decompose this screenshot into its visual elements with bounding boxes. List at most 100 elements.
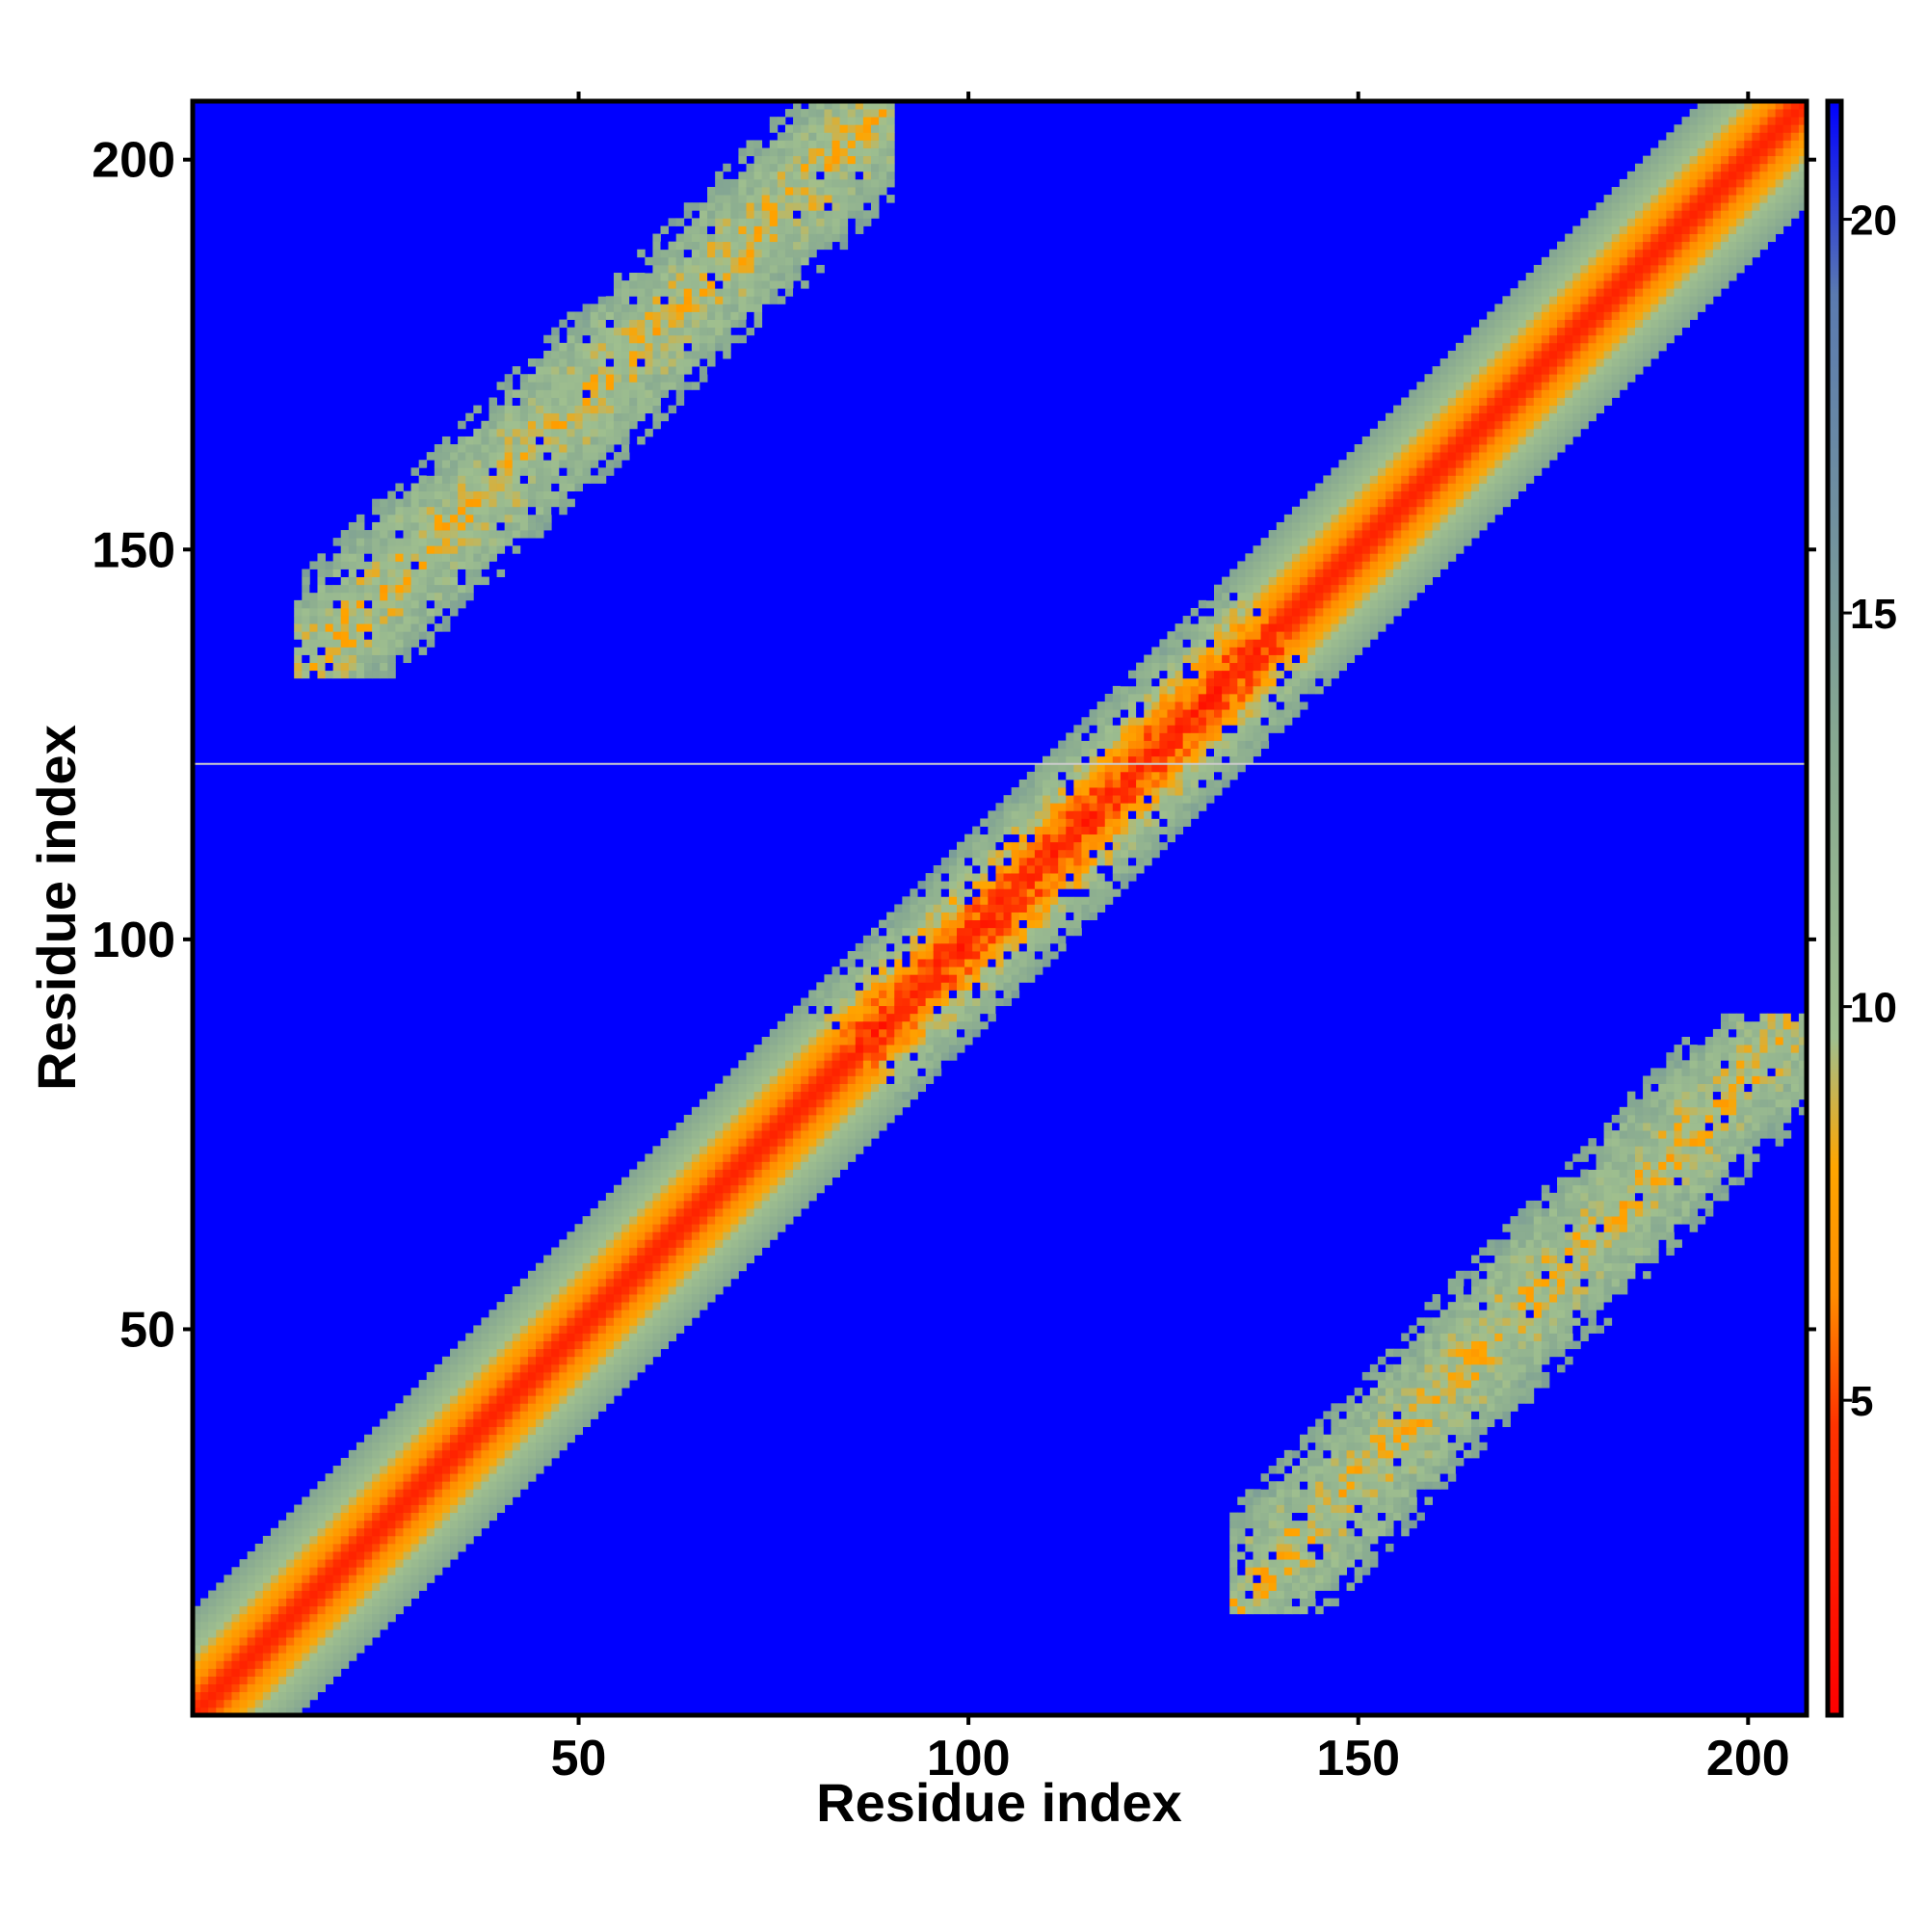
heatmap-cell [707, 1177, 716, 1186]
heatmap-cell [855, 132, 864, 141]
heatmap-cell [286, 1707, 295, 1715]
heatmap-cell [348, 1481, 357, 1490]
heatmap-cell [488, 475, 497, 484]
heatmap-cell [356, 1504, 365, 1514]
heatmap-cell [925, 1013, 935, 1022]
heatmap-cell [621, 428, 630, 437]
heatmap-cell [753, 1177, 763, 1186]
heatmap-cell [925, 990, 935, 998]
heatmap-cell [925, 1052, 935, 1061]
heatmap-cell [325, 654, 334, 664]
heatmap-cell [488, 1403, 497, 1412]
heatmap-cell [753, 1114, 763, 1124]
heatmap-cell [715, 1153, 724, 1162]
heatmap-cell [753, 241, 763, 251]
heatmap-cell [723, 327, 731, 336]
heatmap-cell [660, 1255, 669, 1264]
heatmap-cell [1175, 717, 1184, 726]
heatmap-cell [621, 1294, 630, 1303]
heatmap-cell [730, 1153, 739, 1162]
heatmap-cell [348, 607, 357, 617]
heatmap-cell [605, 327, 615, 336]
heatmap-cell [364, 1598, 373, 1607]
heatmap-cell [582, 382, 592, 390]
heatmap-cell [340, 1496, 350, 1505]
heatmap-cell [793, 1020, 802, 1030]
heatmap-cell [683, 1255, 693, 1264]
heatmap-cell [317, 623, 326, 632]
heatmap-cell [597, 444, 607, 453]
heatmap-cell [894, 919, 903, 929]
heatmap-cell [262, 1660, 272, 1669]
heatmap-cell [933, 1060, 942, 1069]
heatmap-cell [434, 1504, 443, 1514]
heatmap-cell [746, 1239, 755, 1248]
heatmap-cell [621, 358, 630, 367]
heatmap-cell [621, 342, 630, 352]
heatmap-cell [1175, 654, 1184, 664]
heatmap-cell [519, 1310, 529, 1318]
heatmap-cell [715, 187, 724, 196]
heatmap-cell [364, 607, 373, 617]
heatmap-cell [637, 1169, 646, 1178]
heatmap-cell [839, 1153, 849, 1162]
heatmap-cell [761, 1146, 771, 1154]
heatmap-cell [715, 1192, 724, 1202]
heatmap-cell [816, 163, 825, 172]
heatmap-cell [1043, 935, 1051, 944]
heatmap-cell [683, 1317, 693, 1326]
heatmap-cell [784, 1192, 794, 1202]
heatmap-cell [832, 990, 841, 998]
heatmap-cell [1066, 803, 1074, 811]
heatmap-cell [862, 1083, 872, 1093]
heatmap-cell [769, 1068, 779, 1076]
heatmap-cell [403, 1466, 411, 1474]
heatmap-cell [504, 452, 514, 461]
heatmap-cell [519, 1426, 529, 1436]
heatmap-cell [434, 483, 443, 491]
heatmap-cell [496, 1442, 506, 1451]
heatmap-cell [559, 1302, 568, 1310]
heatmap-cell [660, 382, 669, 390]
heatmap-cell [1058, 826, 1067, 835]
heatmap-cell [559, 1395, 568, 1404]
heatmap-cell [855, 147, 864, 157]
heatmap-cell [1136, 670, 1145, 679]
heatmap-cell [613, 436, 622, 445]
heatmap-cell [824, 218, 832, 226]
heatmap-cell [1034, 849, 1043, 859]
heatmap-cell [340, 569, 350, 577]
heatmap-cell [418, 1434, 428, 1443]
heatmap-cell [902, 904, 911, 913]
heatmap-cell [458, 1411, 466, 1419]
heatmap-cell [723, 249, 731, 258]
heatmap-cell [395, 1551, 404, 1560]
heatmap-cell [862, 1013, 872, 1022]
heatmap-cell [574, 1310, 583, 1318]
heatmap-cell [847, 1005, 857, 1015]
heatmap-cell [270, 1551, 279, 1560]
heatmap-cell [543, 521, 552, 531]
heatmap-cell [302, 1613, 310, 1623]
heatmap-cell [597, 1356, 607, 1365]
heatmap-cell [504, 1356, 514, 1365]
heatmap-cell [730, 195, 739, 203]
heatmap-cell [870, 1106, 880, 1116]
heatmap-cell [801, 1013, 809, 1022]
heatmap-cell [481, 538, 489, 546]
heatmap-cell [270, 1575, 279, 1583]
heatmap-cell [559, 1294, 568, 1303]
heatmap-cell [715, 1224, 724, 1232]
heatmap-cell [808, 195, 817, 203]
heatmap-cell [395, 514, 404, 523]
heatmap-cell [380, 1621, 388, 1630]
heatmap-cell [372, 1535, 381, 1545]
heatmap-cell [465, 1363, 474, 1373]
heatmap-cell [395, 576, 404, 586]
heatmap-cell [933, 1045, 942, 1053]
heatmap-cell [567, 1340, 575, 1350]
heatmap-cell [309, 1543, 318, 1552]
heatmap-cell [536, 514, 544, 523]
heatmap-cell [1159, 755, 1168, 765]
heatmap-cell [957, 841, 965, 851]
